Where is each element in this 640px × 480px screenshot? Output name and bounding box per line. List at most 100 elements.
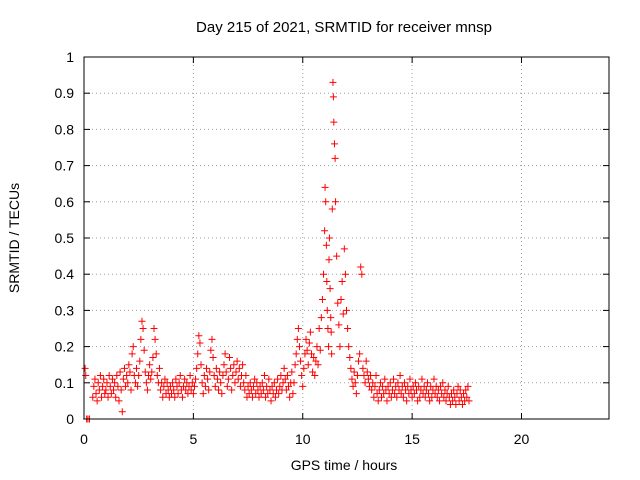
data-point [345, 343, 353, 351]
data-point [241, 386, 249, 394]
data-point [255, 393, 263, 401]
data-point [219, 372, 227, 380]
data-point [139, 325, 147, 332]
data-point [381, 375, 389, 383]
data-point [105, 372, 113, 380]
data-point [181, 375, 189, 383]
y-tick-label: 0.3 [55, 302, 75, 318]
tick-layer: 00.10.20.30.40.50.60.70.80.910 5 10 15 20 [55, 49, 609, 447]
y-tick-label: 0.8 [55, 121, 75, 137]
y-tick-label: 0 [66, 411, 74, 427]
data-point [268, 382, 276, 390]
data-point [337, 296, 345, 304]
data-point [176, 372, 184, 380]
data-point [107, 390, 115, 398]
data-point [346, 353, 354, 361]
data-point [196, 339, 204, 347]
data-point [270, 379, 278, 387]
data-point [106, 382, 114, 390]
data-point [421, 393, 429, 401]
data-point [161, 375, 169, 383]
data-point [335, 321, 343, 329]
x-axis-label: GPS time / hours [291, 457, 398, 473]
data-point [91, 375, 99, 383]
data-point [173, 382, 181, 390]
data-point [225, 353, 233, 361]
chart-title: Day 215 of 2021, SRMTID for receiver mns… [196, 19, 492, 36]
data-point [201, 382, 209, 390]
data-point [309, 368, 317, 376]
data-point [292, 350, 300, 358]
data-point [289, 390, 297, 398]
data-point [437, 382, 445, 390]
data-point [364, 375, 372, 383]
data-point [223, 382, 231, 390]
data-point [300, 364, 308, 372]
data-point [304, 361, 312, 369]
data-point [124, 379, 132, 387]
data-point [339, 310, 347, 318]
data-point [374, 397, 382, 405]
data-point [206, 368, 214, 376]
data-point [420, 382, 428, 390]
data-point [406, 375, 414, 383]
data-point [89, 393, 97, 401]
data-point [172, 375, 180, 383]
data-point [134, 382, 142, 390]
data-point [317, 314, 325, 322]
data-point [227, 364, 235, 372]
data-point [242, 372, 250, 380]
data-point [205, 386, 213, 394]
data-point [220, 361, 228, 369]
data-point [98, 393, 105, 401]
data-point [464, 382, 472, 390]
data-point [192, 375, 200, 383]
data-point [331, 154, 339, 162]
data-point [146, 361, 154, 369]
data-point [298, 372, 306, 380]
data-point [302, 335, 310, 343]
data-point [349, 382, 357, 390]
data-point [96, 372, 104, 380]
data-point [336, 343, 344, 351]
data-point [375, 386, 383, 394]
data-point [126, 368, 134, 376]
data-point [204, 375, 212, 383]
data-point [233, 357, 241, 365]
data-point [315, 325, 323, 332]
data-point [411, 379, 419, 387]
data-point [408, 393, 416, 401]
data-point [148, 368, 156, 376]
data-point [166, 382, 174, 390]
data-point [435, 397, 443, 405]
data-point [234, 375, 242, 383]
data-point [395, 386, 403, 394]
data-point [94, 379, 102, 387]
data-point [327, 314, 335, 322]
y-tick-label: 0.4 [55, 266, 75, 282]
data-point [299, 382, 307, 390]
data-point [441, 386, 449, 394]
data-point [372, 372, 380, 380]
plot-frame [83, 56, 610, 420]
data-point [462, 386, 470, 394]
data-point [245, 390, 253, 398]
y-tick-label: 1 [66, 49, 74, 65]
data-point [149, 353, 157, 361]
data-point [142, 379, 150, 387]
data-point [198, 379, 206, 387]
data-point [194, 350, 202, 358]
data-point [323, 306, 331, 314]
data-points [81, 78, 473, 423]
data-point [370, 393, 378, 401]
data-point [343, 306, 350, 314]
data-point [369, 379, 377, 387]
data-point [262, 393, 270, 401]
data-point [110, 386, 118, 394]
data-point [431, 390, 439, 398]
data-point [439, 379, 447, 387]
data-point [118, 408, 126, 416]
data-point [334, 299, 342, 307]
data-point [276, 382, 284, 390]
data-point [143, 386, 151, 394]
